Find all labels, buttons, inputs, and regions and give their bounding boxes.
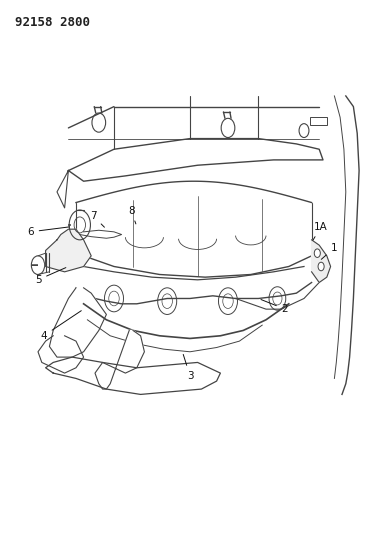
- Polygon shape: [46, 229, 91, 272]
- Text: 1A: 1A: [313, 222, 328, 240]
- Text: 3: 3: [183, 354, 193, 381]
- Text: 92158 2800: 92158 2800: [15, 16, 90, 29]
- Polygon shape: [312, 240, 331, 282]
- Text: 4: 4: [40, 311, 81, 341]
- Text: 1: 1: [321, 243, 338, 260]
- Polygon shape: [38, 336, 84, 373]
- Text: 8: 8: [128, 206, 136, 224]
- Circle shape: [314, 249, 320, 257]
- Polygon shape: [49, 288, 106, 357]
- Text: 6: 6: [27, 227, 70, 237]
- Circle shape: [318, 262, 324, 271]
- Text: 2: 2: [261, 300, 288, 314]
- Polygon shape: [95, 330, 144, 389]
- Polygon shape: [46, 357, 220, 394]
- Text: 7: 7: [90, 211, 104, 227]
- Text: 5: 5: [35, 268, 66, 285]
